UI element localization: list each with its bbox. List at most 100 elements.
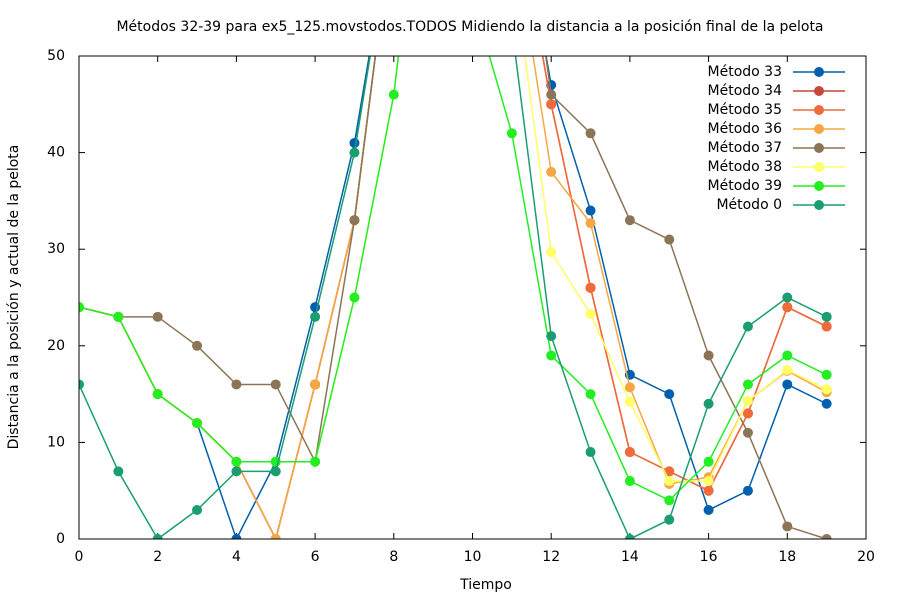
legend-marker: [814, 105, 824, 115]
point: [546, 99, 557, 110]
y-tick-label: 40: [47, 145, 65, 161]
point: [821, 398, 832, 409]
point: [113, 466, 124, 477]
point: [664, 495, 675, 506]
series-line: [79, 56, 827, 539]
point: [742, 485, 753, 496]
point: [624, 382, 635, 393]
point: [703, 476, 714, 487]
point: [664, 389, 675, 400]
point: [192, 418, 203, 429]
point: [585, 128, 596, 139]
point: [585, 205, 596, 216]
x-tick-label: 12: [542, 549, 560, 565]
legend-label: Método 0: [716, 197, 782, 213]
legend-label: Método 34: [708, 83, 783, 99]
point: [782, 350, 793, 361]
chart-title: Métodos 32-39 para ex5_125.movstodos.TOD…: [116, 19, 823, 35]
point: [546, 331, 557, 342]
point: [664, 466, 675, 477]
point: [546, 350, 557, 361]
x-tick-label: 20: [857, 549, 875, 565]
point: [821, 384, 832, 395]
point: [821, 369, 832, 380]
legend-label: Método 35: [708, 102, 782, 118]
point: [664, 234, 675, 245]
point: [703, 350, 714, 361]
point: [703, 456, 714, 467]
point: [821, 311, 832, 322]
point: [742, 321, 753, 332]
point: [349, 215, 360, 226]
x-tick-label: 2: [153, 549, 162, 565]
legend-marker: [814, 67, 824, 77]
series-line: [79, 56, 827, 539]
point: [782, 379, 793, 390]
point: [546, 247, 557, 258]
point: [703, 505, 714, 516]
point: [231, 379, 242, 390]
point: [270, 379, 281, 390]
legend-marker: [814, 143, 824, 153]
point: [782, 302, 793, 313]
legend-label: Método 36: [708, 121, 783, 137]
point: [349, 147, 360, 158]
legend-marker: [814, 181, 824, 191]
y-tick-label: 10: [47, 434, 65, 450]
point: [821, 534, 832, 539]
y-tick-label: 20: [47, 338, 65, 354]
point: [546, 166, 557, 177]
point: [664, 514, 675, 525]
point: [388, 89, 399, 100]
point: [270, 466, 281, 477]
y-tick-label: 30: [47, 241, 65, 257]
legend: Método 33 Método 34 Método 35 Método 36 Méto…: [708, 64, 845, 213]
point: [585, 282, 596, 293]
point: [624, 447, 635, 458]
point: [703, 485, 714, 496]
point: [782, 364, 793, 375]
legend-marker: [814, 200, 824, 210]
legend-marker: [814, 162, 824, 172]
y-axis-label: Distancia a la posición y actual de la p…: [6, 145, 22, 450]
y-tick-label: 0: [56, 531, 65, 547]
x-axis-label: Tiempo: [459, 577, 512, 593]
point: [152, 534, 163, 539]
point: [624, 396, 635, 407]
point: [624, 476, 635, 487]
legend-label: Método 37: [708, 140, 782, 156]
legend-label: Método 38: [708, 159, 782, 175]
point: [624, 534, 635, 539]
point: [821, 321, 832, 332]
series-line: [79, 56, 827, 502]
x-tick-label: 6: [311, 549, 320, 565]
point: [310, 311, 321, 322]
plot-area: [79, 56, 832, 539]
point: [585, 308, 596, 319]
x-tick-label: 14: [621, 549, 639, 565]
point: [624, 215, 635, 226]
point: [703, 398, 714, 409]
point: [585, 389, 596, 400]
point: [231, 466, 242, 477]
legend-label: Método 39: [708, 178, 782, 194]
y-tick-label: 50: [47, 48, 65, 64]
legend-marker: [814, 86, 824, 96]
point: [310, 456, 321, 467]
legend-marker: [814, 124, 824, 134]
x-tick-label: 18: [778, 549, 796, 565]
point: [152, 389, 163, 400]
point: [782, 292, 793, 303]
point: [349, 137, 360, 148]
x-tick-label: 10: [464, 549, 482, 565]
x-tick-label: 0: [75, 549, 84, 565]
point: [79, 302, 84, 313]
point: [585, 447, 596, 458]
x-tick-label: 16: [700, 549, 718, 565]
point: [742, 379, 753, 390]
point: [782, 521, 793, 532]
plot-frame: [78, 55, 867, 540]
